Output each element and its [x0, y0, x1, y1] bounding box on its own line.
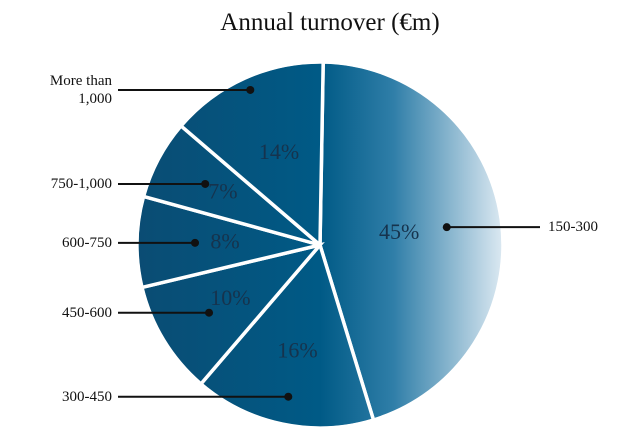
- leader-dot: [201, 179, 210, 188]
- value-label: 14%: [259, 139, 299, 164]
- category-label: 300-450: [62, 388, 112, 405]
- category-label: 150-300: [548, 219, 598, 236]
- category-label: 750-1,000: [50, 175, 112, 192]
- category-label: More than 1,000: [49, 72, 112, 107]
- value-label: 45%: [379, 219, 419, 244]
- category-label: 450-600: [62, 304, 112, 321]
- value-label: 7%: [208, 178, 237, 203]
- leader-dot: [191, 238, 200, 247]
- leader-dot: [442, 223, 451, 232]
- pie-outline: [135, 60, 505, 430]
- value-label: 8%: [210, 228, 239, 253]
- leader-dot: [205, 308, 214, 317]
- leader-dot: [246, 85, 255, 94]
- chart-title: Annual turnover (€m): [220, 9, 439, 36]
- category-label: 600-750: [62, 234, 112, 251]
- value-label: 10%: [210, 285, 250, 310]
- value-label: 16%: [277, 338, 317, 363]
- leader-dot: [284, 392, 293, 401]
